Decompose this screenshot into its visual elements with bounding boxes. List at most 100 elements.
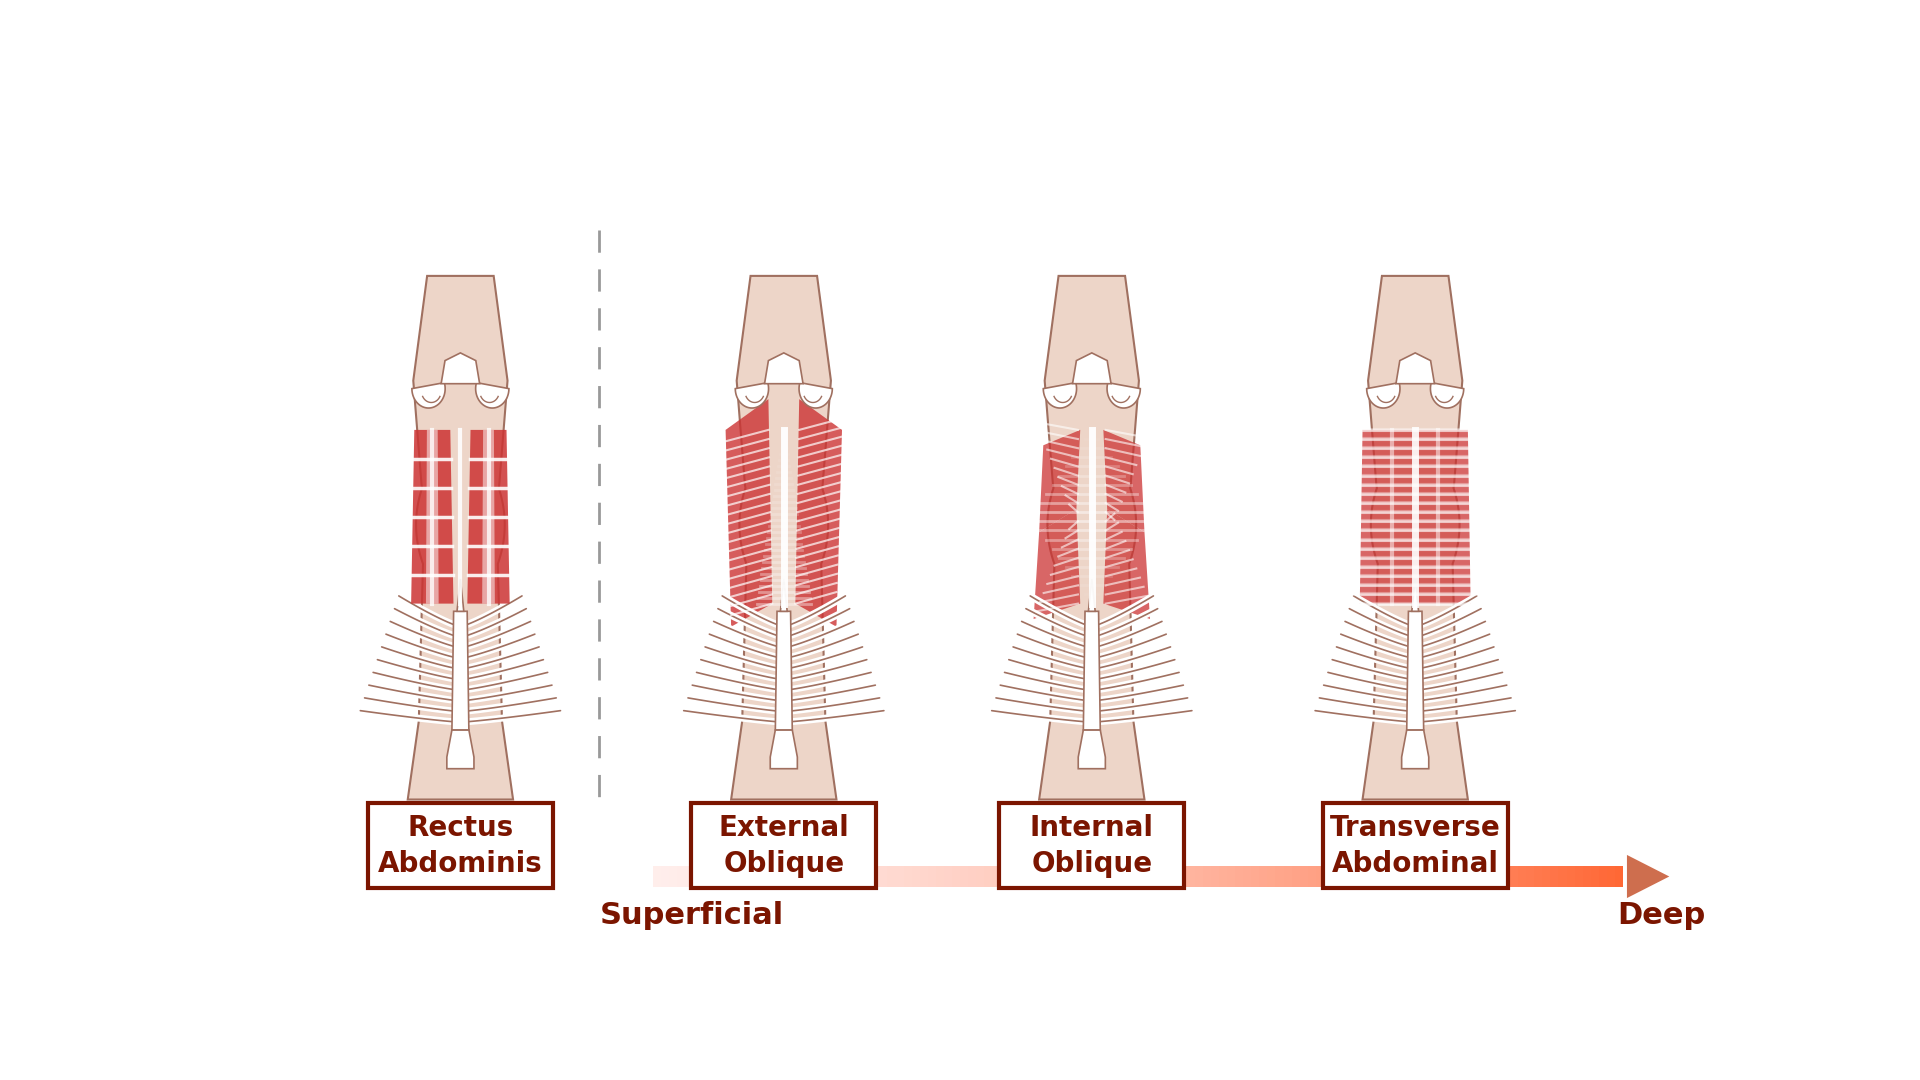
Polygon shape [718, 866, 726, 888]
Polygon shape [735, 382, 768, 408]
Polygon shape [1626, 855, 1668, 899]
Polygon shape [795, 400, 843, 626]
Polygon shape [1340, 866, 1348, 888]
Polygon shape [733, 866, 741, 888]
Polygon shape [1083, 611, 1100, 730]
Polygon shape [1033, 866, 1041, 888]
FancyBboxPatch shape [1000, 804, 1185, 888]
Polygon shape [1081, 866, 1089, 888]
Text: Deep: Deep [1617, 901, 1705, 930]
Polygon shape [1453, 866, 1461, 888]
Polygon shape [1315, 866, 1325, 888]
Polygon shape [1066, 866, 1073, 888]
Polygon shape [751, 866, 758, 888]
Polygon shape [758, 866, 766, 888]
Polygon shape [1073, 353, 1112, 383]
Polygon shape [879, 866, 887, 888]
Polygon shape [1039, 430, 1081, 532]
Polygon shape [1359, 430, 1471, 604]
Polygon shape [791, 866, 799, 888]
Polygon shape [887, 866, 895, 888]
Polygon shape [1542, 866, 1549, 888]
Polygon shape [1388, 866, 1396, 888]
Polygon shape [457, 579, 465, 611]
Polygon shape [764, 353, 803, 383]
Polygon shape [1509, 866, 1519, 888]
Polygon shape [1446, 866, 1453, 888]
Polygon shape [1048, 866, 1058, 888]
Polygon shape [1104, 509, 1150, 619]
Polygon shape [726, 400, 772, 626]
Polygon shape [1194, 866, 1202, 888]
Polygon shape [1438, 866, 1446, 888]
Polygon shape [1332, 866, 1340, 888]
Polygon shape [1380, 866, 1388, 888]
Polygon shape [1407, 611, 1423, 730]
Polygon shape [1098, 866, 1106, 888]
Polygon shape [1592, 866, 1599, 888]
Polygon shape [847, 866, 854, 888]
Polygon shape [1162, 866, 1171, 888]
Polygon shape [1574, 866, 1582, 888]
FancyBboxPatch shape [369, 804, 553, 888]
Polygon shape [780, 579, 787, 611]
Polygon shape [1227, 866, 1235, 888]
Polygon shape [799, 866, 806, 888]
Polygon shape [1325, 866, 1332, 888]
Polygon shape [1106, 866, 1114, 888]
Polygon shape [935, 866, 945, 888]
Polygon shape [1582, 866, 1592, 888]
Polygon shape [1275, 866, 1284, 888]
Polygon shape [1430, 382, 1463, 408]
Polygon shape [685, 866, 693, 888]
Polygon shape [854, 866, 864, 888]
Polygon shape [945, 866, 952, 888]
Polygon shape [1549, 866, 1559, 888]
Polygon shape [831, 866, 839, 888]
Polygon shape [1252, 866, 1260, 888]
Polygon shape [1300, 866, 1308, 888]
Polygon shape [1615, 866, 1622, 888]
Polygon shape [1469, 866, 1478, 888]
Polygon shape [1405, 866, 1413, 888]
Polygon shape [839, 866, 847, 888]
Text: Internal
Oblique: Internal Oblique [1029, 814, 1154, 878]
Polygon shape [1501, 866, 1509, 888]
Polygon shape [1108, 382, 1140, 408]
Polygon shape [1043, 382, 1077, 408]
Polygon shape [1519, 866, 1526, 888]
Polygon shape [1567, 866, 1574, 888]
Polygon shape [1058, 866, 1066, 888]
Polygon shape [476, 382, 509, 408]
Polygon shape [872, 866, 879, 888]
Polygon shape [732, 275, 837, 799]
Polygon shape [952, 866, 960, 888]
Polygon shape [968, 866, 975, 888]
Polygon shape [1356, 866, 1365, 888]
Polygon shape [975, 866, 985, 888]
Polygon shape [693, 866, 701, 888]
Polygon shape [653, 866, 660, 888]
Polygon shape [766, 866, 774, 888]
Polygon shape [1599, 866, 1607, 888]
Polygon shape [920, 866, 927, 888]
Polygon shape [1121, 866, 1129, 888]
Polygon shape [1018, 866, 1025, 888]
Polygon shape [822, 866, 831, 888]
Polygon shape [1146, 866, 1154, 888]
Polygon shape [1114, 866, 1121, 888]
Polygon shape [1039, 275, 1144, 799]
Text: Superficial: Superficial [599, 901, 783, 930]
Polygon shape [413, 382, 445, 408]
Polygon shape [1008, 866, 1018, 888]
Polygon shape [701, 866, 710, 888]
Polygon shape [1411, 579, 1419, 611]
Polygon shape [904, 866, 912, 888]
Polygon shape [960, 866, 968, 888]
Text: External
Oblique: External Oblique [718, 814, 849, 878]
Polygon shape [927, 866, 935, 888]
Polygon shape [726, 866, 733, 888]
Polygon shape [1284, 866, 1292, 888]
Polygon shape [985, 866, 993, 888]
Polygon shape [993, 866, 1000, 888]
